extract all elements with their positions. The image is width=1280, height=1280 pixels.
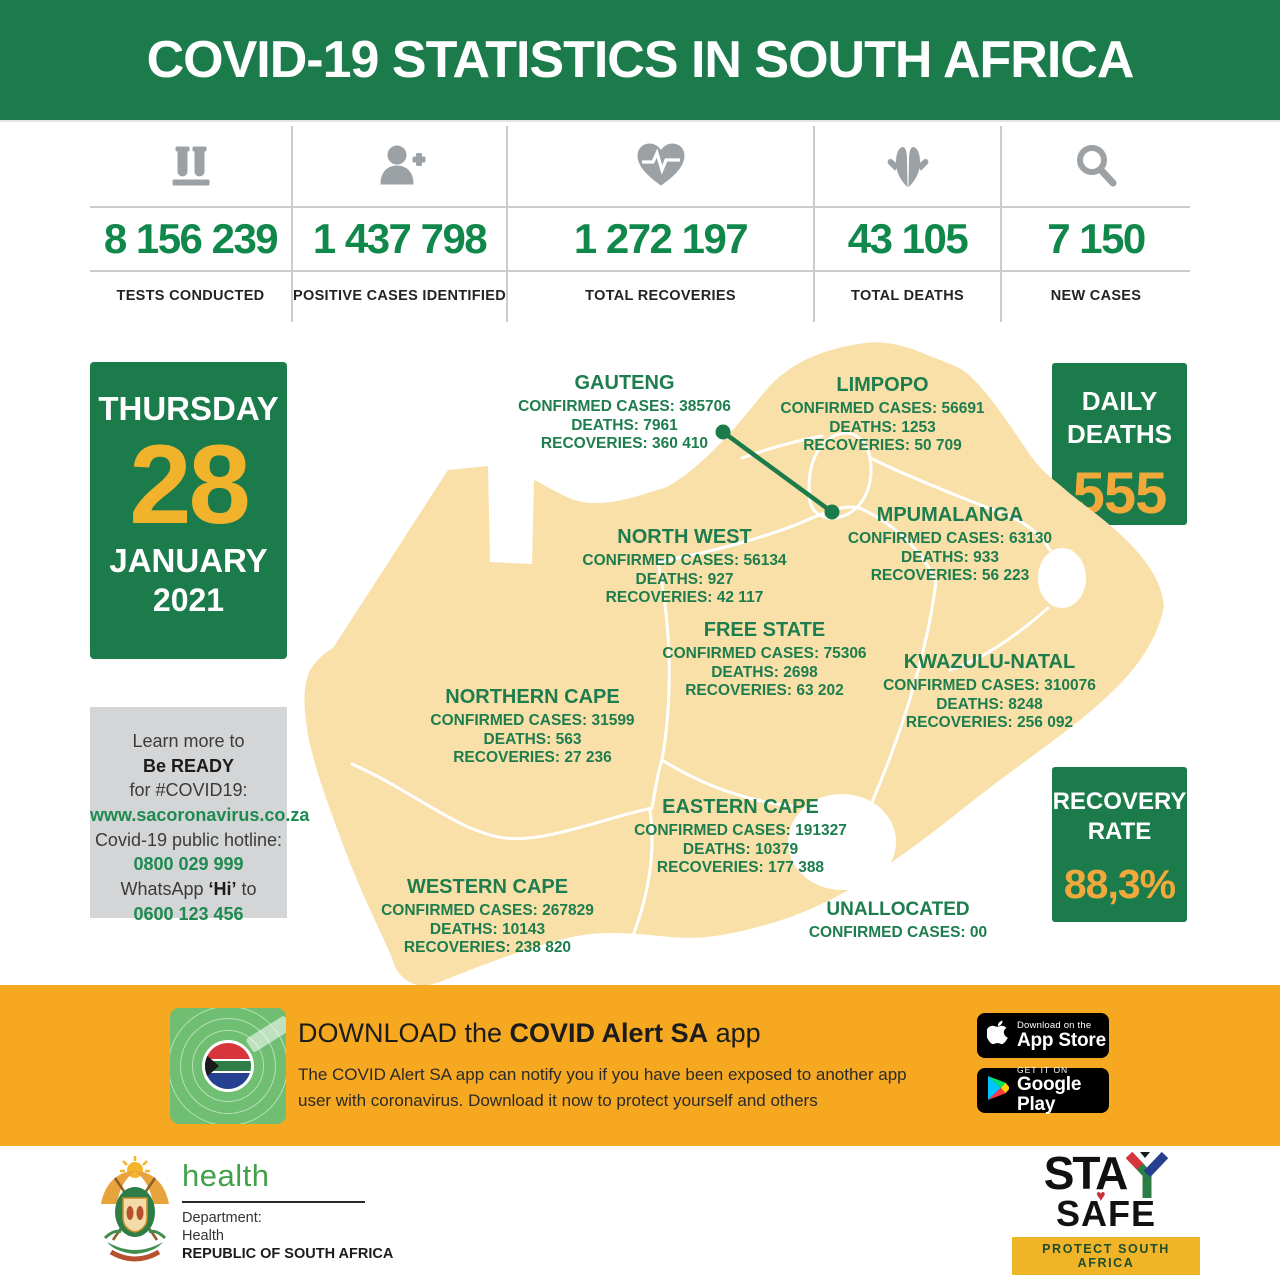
banner-description: The COVID Alert SA app can notify you if… <box>298 1065 907 1111</box>
country-outline <box>304 342 1164 986</box>
stay-safe-lockup: STA ♥ SAFE PROTECT SOUTH AFRICA TOGETHER… <box>1012 1150 1200 1280</box>
province-label-north-west: NORTH WEST CONFIRMED CASES: 56134 DEATHS:… <box>582 526 787 607</box>
lesotho-hole <box>788 794 896 890</box>
gauteng-callout <box>715 424 840 520</box>
whatsapp-line: WhatsApp ‘Hi’ to <box>120 878 257 899</box>
province-label-unallocated: UNALLOCATED CONFIRMED CASES: 00 <box>808 899 988 941</box>
whatsapp-number: 0600 123 456 <box>133 903 244 924</box>
praying-hands-icon <box>815 126 1000 206</box>
google-play-badge[interactable]: GET IT ON Google Play <box>977 1066 1109 1114</box>
south-africa-map <box>304 342 1164 986</box>
stat-value: 1 272 197 <box>508 206 813 272</box>
recovery-rate-panel: RECOVERY RATE 88,3% <box>1052 767 1187 922</box>
person-plus-icon <box>293 126 506 206</box>
stat-recoveries: 1 272 197 TOTAL RECOVERIES <box>508 126 815 322</box>
website-link[interactable]: www.sacoronavirus.co.za <box>90 804 310 825</box>
province-borders <box>350 431 1052 935</box>
province-label-free-state: FREE STATE CONFIRMED CASES: 75306 DEATHS:… <box>662 619 867 700</box>
date-weekday: THURSDAY <box>98 390 279 427</box>
recovery-rate-value: 88,3% <box>1063 861 1176 907</box>
safe-wordmark: SAFE <box>1055 1193 1156 1234</box>
stay-wordmark: STA <box>1012 1150 1200 1198</box>
stat-tests: 8 156 239 TESTS CONDUCTED <box>90 126 293 322</box>
province-label-western-cape: WESTERN CAPE CONFIRMED CASES: 267829 DEAT… <box>381 876 594 957</box>
province-label-eastern-cape: EASTERN CAPE CONFIRMED CASES: 191327 DEAT… <box>634 796 847 877</box>
test-tubes-icon <box>90 126 291 206</box>
stat-label: POSITIVE CASES IDENTIFIED <box>293 288 506 304</box>
stat-label: NEW CASES <box>1050 288 1142 304</box>
info-line: Be READY <box>142 755 235 776</box>
recovery-rate-label: RECOVERY RATE <box>1052 788 1187 845</box>
south-africa-flag-icon <box>202 1040 254 1092</box>
province-label-mpumalanga: MPUMALANGA CONFIRMED CASES: 63130 DEATHS:… <box>847 504 1053 585</box>
banner-title: DOWNLOAD the COVID Alert SA app <box>298 1018 761 1048</box>
stat-new-cases: 7 150 NEW CASES <box>1002 126 1190 322</box>
magnifier-icon <box>1002 126 1190 206</box>
covid-alert-app-icon <box>170 1008 286 1124</box>
province-label-northern-cape: NORTHERN CAPE CONFIRMED CASES: 31599 DEAT… <box>430 686 635 767</box>
eswatini-hole <box>1038 548 1086 608</box>
info-panel: Learn more to Be READY for #COVID19: www… <box>90 707 310 924</box>
province-label-gauteng: GAUTENG CONFIRMED CASES: 385706 DEATHS: 7… <box>518 372 731 453</box>
stat-value: 7 150 <box>1002 206 1190 272</box>
daily-deaths-panel: DAILY DEATHS 555 <box>1052 363 1187 526</box>
header-banner: COVID-19 STATISTICS IN SOUTH AFRICA <box>0 0 1280 122</box>
date-month: JANUARY <box>109 542 268 580</box>
health-wordmark: health <box>182 1158 270 1193</box>
date-year: 2021 <box>152 582 225 619</box>
coat-of-arms <box>101 1156 169 1262</box>
stat-value: 43 105 <box>815 206 1000 272</box>
daily-deaths-label: DAILY DEATHS <box>1067 386 1172 449</box>
summary-stats-strip: 8 156 239 TESTS CONDUCTED 1 437 798 POSI… <box>90 126 1190 322</box>
flag-y-icon <box>1126 1152 1169 1198</box>
stat-deaths: 43 105 TOTAL DEATHS <box>815 126 1002 322</box>
health-department-lockup: health Department: Health REPUBLIC OF SO… <box>182 1158 394 1263</box>
heart-icon: ♥ <box>1096 1188 1106 1205</box>
hotline-label: Covid-19 public hotline: <box>94 829 283 850</box>
page-title: COVID-19 STATISTICS IN SOUTH AFRICA <box>146 31 1135 89</box>
stat-positive-cases: 1 437 798 POSITIVE CASES IDENTIFIED <box>293 126 508 322</box>
stat-value: 1 437 798 <box>293 206 506 272</box>
date-panel: THURSDAY 28 JANUARY 2021 <box>90 362 287 659</box>
province-label-limpopo: LIMPOPO CONFIRMED CASES: 56691 DEATHS: 12… <box>780 374 985 455</box>
app-store-badge[interactable]: Download on the App Store <box>977 1013 1109 1058</box>
info-line: Learn more to <box>132 731 245 751</box>
apple-icon <box>986 1020 1009 1051</box>
info-line: for #COVID19: <box>129 780 248 801</box>
stat-label: TOTAL RECOVERIES <box>585 288 736 304</box>
protect-banner: PROTECT SOUTH AFRICA <box>1012 1237 1200 1275</box>
province-label-kwazulu-natal: KWAZULU-NATAL CONFIRMED CASES: 310076 DEA… <box>883 651 1096 732</box>
date-day: 28 <box>129 422 251 547</box>
stat-value: 8 156 239 <box>90 206 291 272</box>
stat-label: TOTAL DEATHS <box>851 288 964 304</box>
divider <box>182 1201 365 1203</box>
stat-label: TESTS CONDUCTED <box>116 288 265 304</box>
heart-pulse-icon <box>508 126 813 206</box>
google-play-icon <box>987 1075 1010 1106</box>
hotline-number: 0800 029 999 <box>133 854 244 875</box>
